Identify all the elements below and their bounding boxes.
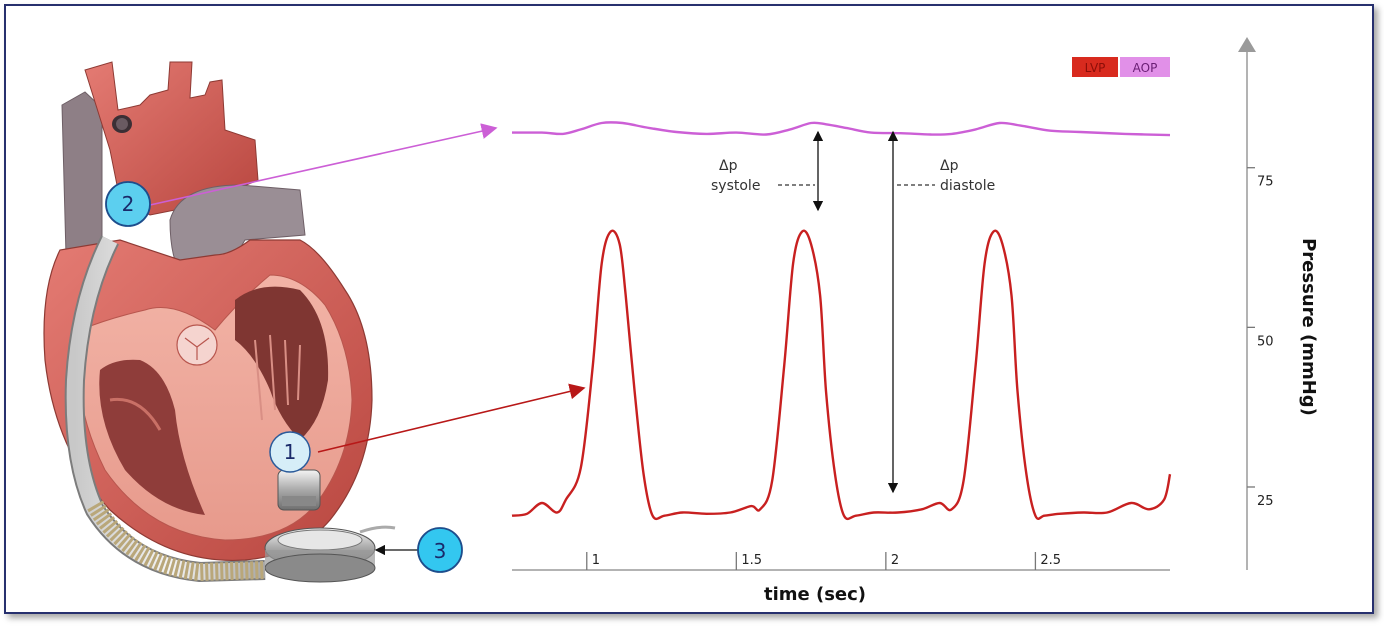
callout-number-1: 1 — [284, 440, 297, 464]
x-tick-label: 1.5 — [741, 553, 762, 568]
y-tick-label: 25 — [1257, 494, 1274, 509]
callout-badge-2: 2 — [105, 181, 151, 227]
x-tick-label: 2.5 — [1040, 553, 1061, 568]
callout-number-2: 2 — [122, 192, 135, 216]
y-axis-title: Pressure (mmHg) — [1298, 238, 1319, 416]
callout-arrow-aop — [149, 123, 498, 206]
x-tick-group: 1 1.5 2 2.5 — [586, 552, 1061, 570]
series-line-lvp — [511, 229, 1172, 521]
x-tick-label: 1 — [592, 553, 600, 568]
x-tick-label: 2 — [891, 553, 899, 568]
delta-p-systole-symbol: Δp — [719, 158, 738, 174]
y-tick-label: 75 — [1257, 175, 1274, 190]
legend-swatch-lvp — [1072, 57, 1118, 77]
legend-swatch-aop — [1120, 57, 1170, 77]
legend-label-lvp: LVP — [1085, 61, 1106, 75]
pressure-chart: 1 1.5 2 2.5 25 50 75 time (sec) Pressure (mmH… — [511, 37, 1319, 605]
callout-arrow-lvp — [317, 383, 586, 453]
delta-p-diastole-symbol: Δp — [940, 158, 959, 174]
callout-badge-3: 3 — [417, 527, 463, 573]
heart-illustration — [43, 61, 396, 583]
legend-label-aop: AOP — [1133, 61, 1158, 75]
y-tick-group: 25 50 75 — [1247, 167, 1274, 509]
series-line-aop — [511, 121, 1171, 137]
delta-p-systole-label: systole — [711, 178, 760, 194]
legend: LVP AOP — [1072, 57, 1170, 77]
callout-number-3: 3 — [434, 539, 447, 563]
series-group — [511, 121, 1172, 521]
x-axis-title: time (sec) — [764, 584, 866, 605]
callout-badge-1: 1 — [269, 431, 311, 473]
delta-p-diastole-annotation: Δp diastole — [887, 130, 995, 494]
delta-p-diastole-label: diastole — [940, 178, 995, 194]
delta-p-systole-annotation: Δp systole — [711, 130, 824, 212]
y-tick-label: 50 — [1257, 334, 1274, 349]
